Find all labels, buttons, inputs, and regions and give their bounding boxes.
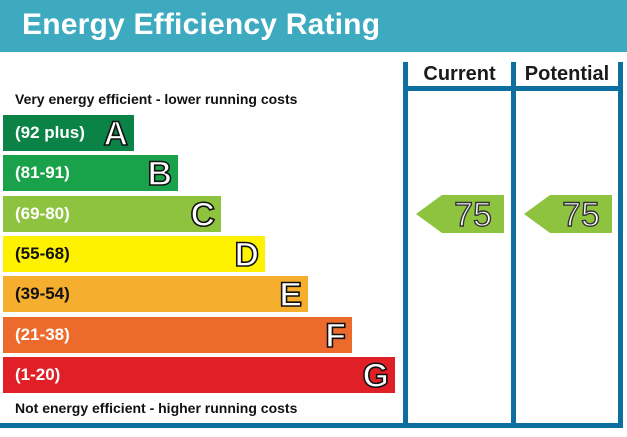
- column-header-potential: Potential: [524, 63, 610, 85]
- divider-right: [618, 62, 623, 424]
- note-top: Very energy efficient - lower running co…: [15, 91, 298, 107]
- band-a: (92 plus) A: [3, 114, 134, 154]
- potential-rating-arrow: 75: [524, 194, 612, 234]
- band-b: (81-91) B: [3, 154, 178, 194]
- band-f: (21-38) F: [3, 316, 352, 356]
- band-range-label: (55-68): [15, 243, 70, 263]
- band-d: (55-68) D: [3, 235, 265, 275]
- band-range-label: (81-91): [15, 163, 70, 183]
- band-letter: E: [279, 275, 303, 315]
- header-bar: Energy Efficiency Rating: [0, 0, 627, 52]
- band-letter: D: [234, 235, 260, 275]
- band-range-label: (92 plus): [15, 123, 85, 142]
- band-range-label: (1-20): [15, 364, 61, 384]
- band-letter: C: [190, 195, 216, 235]
- band-c: (69-80) C: [3, 195, 221, 235]
- band-letter: G: [362, 356, 390, 396]
- current-rating-value: 75: [453, 195, 492, 234]
- current-rating-arrow: 75: [416, 194, 504, 234]
- band-range-label: (69-80): [15, 203, 70, 223]
- band-letter: B: [147, 154, 173, 194]
- band-letter: A: [103, 114, 129, 154]
- potential-rating-value: 75: [561, 195, 600, 234]
- divider-left: [403, 62, 408, 424]
- column-header-current: Current: [423, 63, 496, 85]
- potential-arrow-shape: [524, 194, 612, 233]
- header-underline: [403, 86, 623, 91]
- band-range-label: (21-38): [15, 324, 70, 344]
- band-letter: F: [324, 316, 346, 356]
- chart-title: Energy Efficiency Rating: [22, 8, 381, 41]
- band-g: (1-20) G: [3, 356, 395, 396]
- band-e: (39-54) E: [3, 275, 308, 315]
- current-arrow-shape: [416, 194, 504, 233]
- band-range-label: (39-54): [15, 284, 70, 304]
- divider-middle: [511, 62, 516, 424]
- note-bottom: Not energy efficient - higher running co…: [15, 400, 298, 416]
- bottom-border: [0, 423, 623, 428]
